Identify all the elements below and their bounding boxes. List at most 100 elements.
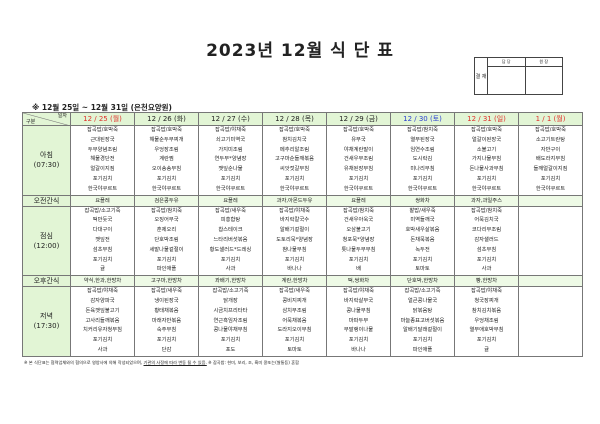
meal-time: (17:30) [33, 322, 60, 331]
approval-sign-2[interactable] [524, 66, 563, 95]
menu-cell: 잡곡밥/소고기죽 닭개장 시금치프리타타 연근흑임자조림 콩나물야채무침 포기김치 포도 [198, 286, 263, 357]
menu-item: 가지나물무침 [471, 156, 502, 163]
approval-label: 결 재 [474, 57, 488, 95]
menu-item: 귤 [484, 346, 489, 353]
row-label: 점심 (12:00) [22, 205, 71, 277]
meal-time: (12:00) [33, 241, 60, 250]
menu-cell: 잡곡밥/소고기죽 얼큰콩나물국 닭볶음탕 마늘종표고버섯볶음 알배기달래겉절이 포기김치 파… [390, 286, 455, 357]
page-title: 2023년 12월 식 단 표 [206, 41, 394, 61]
meal-row: 점심 (12:00) 잡곡밥/소고기죽 떡만둣국 다대구이 깻잎전 섬초무침 포기김치 귤 잡곡밥… [22, 205, 583, 277]
menu-cell: 잡곡밥/새우죽 피홍합탕 찹스테이크 느타리버섯볶음 황도샐러드*드레싱 포기김치 사과 [198, 205, 263, 277]
menu-item: 미나리무침 [410, 166, 435, 173]
menu-item: 잡곡밥/야채죽 [342, 288, 375, 295]
menu-item: 잡곡밥/야채죽 [278, 207, 311, 214]
menu-item: 어묵채볶음 [282, 317, 307, 324]
menu-item: 포기김치 [156, 256, 177, 263]
menu-item: 포기김치 [348, 337, 369, 344]
menu-cell [518, 286, 583, 357]
menu-cell: 쌍화차 [390, 194, 455, 207]
approval-col-2: 원 장 [524, 57, 563, 67]
menu-cell: 잡곡밥/호박죽 근대된장국 두부양념조림 해물경단전 얼갈이지짐 포기김치 한국야쿠르트 [70, 125, 135, 196]
menu-item: 바지락살무국 [343, 297, 374, 304]
meal-name: 오전간식 [33, 196, 60, 205]
menu-item: 건새우아욱국 [343, 217, 374, 224]
menu-table: 일자 구분 12 / 25 (월) 12 / 26 (화) 12 / 27 (수) 1… [22, 112, 583, 357]
menu-item: 어묵김치국 [474, 217, 499, 224]
menu-cell [518, 194, 583, 207]
menu-item: 메추리알조림 [279, 146, 310, 153]
menu-cell: 떡,쌍화차 [326, 275, 391, 288]
menu-item: 숙주무침 [156, 327, 177, 334]
menu-item: 얼갈이된장국 [471, 136, 502, 143]
menu-cell: 요플레 [198, 194, 263, 207]
menu-cell: 잡곡밥/야채죽 바지락칼국수 알배기겉절이 도토리묵*양념장 참나물무침 포기김치 바나나 [262, 205, 327, 277]
menu-item: 마늘종표고버섯볶음 [400, 317, 445, 324]
menu-cell: 잡곡밥/새우죽 콩비지찌개 삼치무조림 어묵채볶음 도라지오이무침 포기김치 토마토 [262, 286, 327, 357]
menu-item: 자반구이 [540, 146, 561, 153]
menu-cell: 잡곡밥/호박죽 얼갈이된장국 소불고기 가지나물무침 돈나물사과무침 포기김치 한국야쿠르트 [454, 125, 519, 196]
menu-item: 바지락칼국수 [279, 217, 310, 224]
menu-item: 마파두부 [348, 317, 369, 324]
menu-item: 돈나물사과무침 [469, 166, 504, 173]
menu-item: 찹스테이크 [218, 227, 243, 234]
menu-item: 포기김치 [92, 175, 113, 182]
menu-item: 닭개장 [223, 297, 238, 304]
menu-item: 포기김치 [476, 175, 497, 182]
menu-item: 잡곡밥/새우죽 [150, 288, 183, 295]
menu-item: 사과 [481, 266, 492, 273]
snack-row: 오후간식 약식,한과,한방차 고구마,한방차 꽈배기,한방차 계란,한방차 떡,쌍화차 단호… [22, 275, 583, 288]
menu-item: 단감 [161, 346, 172, 353]
corner-category-label: 구분 [26, 119, 36, 125]
menu-item: 느타리버섯볶음 [213, 236, 248, 243]
menu-item: 섬초무침 [476, 246, 497, 253]
approval-sign-1[interactable] [487, 66, 526, 95]
menu-item: 열무애호박무침 [469, 327, 504, 334]
menu-item: 참나물무침 [282, 246, 307, 253]
menu-item: 포기김치 [220, 175, 241, 182]
menu-item: 한국야쿠르트 [87, 185, 118, 192]
week-subtitle: ※ 12월 25일 ~ 12월 31일 (은천요양원) [32, 103, 172, 112]
menu-item: 참치김치국 [282, 136, 307, 143]
menu-item: 계란찜 [159, 156, 174, 163]
menu-item: 호박새우살볶음 [405, 227, 440, 234]
menu-item: 고구마순들깨볶음 [275, 156, 314, 163]
menu-item: 씨앗젓갈무침 [279, 166, 310, 173]
menu-cell: 빵,한방차 [454, 275, 519, 288]
footnote-grain: ※ 잡곡밥: 현미, 보리, 조, 흑미 콩또는(쌀통등) 혼합 [206, 360, 299, 365]
menu-item: 포기김치 [284, 175, 305, 182]
menu-item: 무말랭이나물 [343, 327, 374, 334]
menu-cell: 잡곡밥/야채죽 감자양파국 돈육깻잎불고기 고사리들깨볶음 치커리유자청무침 포기김치 사과 [70, 286, 135, 357]
menu-item: 잡곡밥/야채죽 [470, 288, 503, 295]
menu-item: 포기김치 [156, 337, 177, 344]
menu-item: 한국야쿠르트 [279, 185, 310, 192]
menu-cell [518, 205, 583, 277]
menu-item: 잡곡밥/호박죽 [342, 127, 375, 133]
menu-item: 잡곡밥/참치죽 [470, 207, 503, 214]
row-label: 저녁 (17:30) [22, 286, 71, 357]
menu-cell: 잡곡밥/새우죽 냉이된장국 황태채볶음 마래자반볶음 숙주무침 포기김치 단감 [134, 286, 199, 357]
menu-item: 포기김치 [220, 256, 241, 263]
menu-item: 귤 [100, 266, 105, 273]
menu-item: 잡곡밥/참치죽 [342, 207, 375, 214]
menu-item: 콩나물무침 [346, 307, 371, 314]
menu-item: 콩나물야채무침 [213, 327, 248, 334]
menu-item: 미역들깨국 [410, 217, 435, 224]
menu-item: 포기김치 [92, 256, 113, 263]
menu-item: 잡곡밥/야채죽 [214, 127, 247, 133]
menu-item: 치커리유자청무침 [83, 327, 122, 334]
menu-item: 알배기겉절이 [279, 227, 310, 234]
menu-item: 청포묵*양념장 [342, 236, 375, 243]
menu-item: 잡곡밥/소고기죽 [404, 288, 441, 295]
menu-item: 잡곡밥/호박죽 [150, 127, 183, 133]
menu-item: 소불고기 [476, 146, 497, 153]
corner-header: 일자 구분 [22, 112, 71, 126]
menu-cell: 계란,한방차 [262, 275, 327, 288]
menu-item: 포기김치 [220, 337, 241, 344]
menu-item: 사과 [97, 346, 108, 353]
menu-cell: 고구마,한방차 [134, 275, 199, 288]
menu-item: 청국장찌개 [474, 297, 499, 304]
menu-item: 닭볶음탕 [412, 307, 433, 314]
menu-item: 우엉장조림 [154, 146, 179, 153]
row-label: 오전간식 [22, 194, 71, 207]
meal-name: 아침 [40, 151, 53, 160]
